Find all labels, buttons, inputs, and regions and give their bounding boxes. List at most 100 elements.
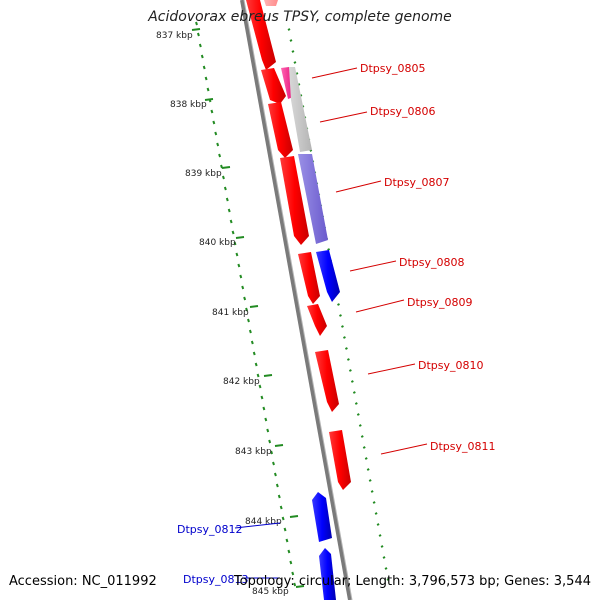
gene-feature-0806-grey <box>289 67 312 152</box>
gc-tick <box>210 109 214 114</box>
gc-tick <box>364 457 368 460</box>
scale-label: 844 kbp <box>245 517 282 527</box>
gc-tick <box>202 65 206 70</box>
gene-feature-0811 <box>329 430 351 490</box>
gc-tick <box>360 435 364 438</box>
gene-label[interactable]: Dtpsy_0809 <box>407 296 473 309</box>
gene-feature-0813 <box>319 548 336 600</box>
gc-tick <box>352 391 356 394</box>
gc-tick <box>346 358 350 361</box>
scale-label: 841 kbp <box>212 308 249 318</box>
genome-backbone <box>240 0 352 600</box>
gene-label[interactable]: Dtpsy_0806 <box>370 105 436 118</box>
gene-callout-line <box>349 260 397 272</box>
gc-tick <box>354 402 358 405</box>
gc-tick <box>264 417 268 422</box>
gc-tick <box>342 336 346 339</box>
gene-feature-0807 <box>280 156 309 245</box>
gc-tick <box>370 490 374 493</box>
gc-tick <box>229 219 233 224</box>
accession-label: Accession: NC_011992 <box>9 574 157 589</box>
scale-tick <box>289 515 299 518</box>
gc-tick <box>275 483 279 488</box>
gc-tick <box>291 50 295 53</box>
gene-feature-0806 <box>268 102 293 158</box>
gene-label[interactable]: Dtpsy_0811 <box>430 440 496 453</box>
scale-label: 838 kbp <box>170 100 207 110</box>
gene-callout-line <box>319 111 368 123</box>
gc-track-left <box>195 21 297 587</box>
gene-feature-0808-blue <box>316 250 340 302</box>
gene-feature-0812 <box>312 492 332 542</box>
scale-label: 840 kbp <box>199 238 236 248</box>
gc-tick <box>348 369 352 372</box>
scale-label: 845 kbp <box>252 587 289 597</box>
gc-tick <box>272 461 275 466</box>
gc-tick <box>372 501 376 504</box>
gc-tick <box>374 512 378 515</box>
topology-label: Topology: circular; Length: 3,796,573 bp… <box>233 574 591 589</box>
gc-tick <box>344 347 348 350</box>
gene-feature-0805 <box>261 68 286 104</box>
gc-tick <box>309 149 313 152</box>
scale-tick <box>249 305 259 308</box>
scale-tick <box>204 98 214 101</box>
gc-tick <box>339 314 342 317</box>
gene-label[interactable]: Dtpsy_0812 <box>177 523 243 536</box>
gc-tick <box>227 208 231 213</box>
gc-tick <box>250 340 254 345</box>
scale-axis: 837 kbp 838 kbp 839 kbp 840 kbp 841 kbp 842 k… <box>156 28 305 597</box>
gene-callout-line <box>311 67 358 79</box>
gc-tick <box>266 428 270 433</box>
gc-tick <box>248 329 252 334</box>
gene-feature-top-light <box>264 0 278 6</box>
gc-tick <box>293 582 297 587</box>
gc-tick <box>386 578 390 581</box>
gc-tick <box>350 380 354 383</box>
gene-label[interactable]: Dtpsy_0807 <box>384 176 450 189</box>
gc-tick <box>279 505 283 510</box>
gc-tick <box>268 439 272 444</box>
gc-tick <box>277 494 281 499</box>
gc-tick <box>233 241 237 246</box>
gc-tick <box>256 373 260 378</box>
gc-tick <box>222 175 225 180</box>
gc-tick <box>218 153 222 158</box>
gene-callout-line <box>380 443 428 455</box>
gene-callout-line <box>367 363 416 375</box>
gc-tick <box>231 230 235 235</box>
gc-tick <box>376 523 380 526</box>
gc-tick <box>291 571 295 576</box>
scale-tick <box>263 374 273 377</box>
gene-label[interactable]: Dtpsy_0813 <box>183 573 249 586</box>
gene-feature-0810 <box>315 350 339 412</box>
gc-tick <box>262 406 266 411</box>
gene-feature-0808 <box>298 252 320 304</box>
genome-title: Acidovorax ebreus TPSY, complete genome <box>148 9 452 25</box>
gc-tick <box>245 307 248 312</box>
gene-label[interactable]: Dtpsy_0805 <box>360 62 426 75</box>
gc-tick <box>362 446 366 449</box>
gc-tick <box>237 263 241 268</box>
gc-tick <box>384 567 388 570</box>
gc-tick <box>225 197 229 202</box>
gc-tick <box>196 32 200 37</box>
scale-tick <box>191 28 201 31</box>
gc-tick <box>241 285 245 290</box>
gc-tick <box>212 120 216 125</box>
gc-tick <box>206 87 210 92</box>
gene-label[interactable]: Dtpsy_0810 <box>418 359 484 372</box>
gc-tick <box>337 303 340 306</box>
gc-tick <box>235 252 239 257</box>
genome-backbone-highlight <box>243 0 353 600</box>
gc-tick <box>283 527 287 532</box>
gene-feature-0809 <box>307 304 327 336</box>
gc-tick <box>195 21 198 26</box>
scale-tick <box>235 236 245 239</box>
gc-tick <box>243 296 247 301</box>
gc-tick <box>287 549 291 554</box>
gc-tick <box>200 54 204 59</box>
gene-callout-line <box>335 180 382 193</box>
gene-label[interactable]: Dtpsy_0808 <box>399 256 465 269</box>
